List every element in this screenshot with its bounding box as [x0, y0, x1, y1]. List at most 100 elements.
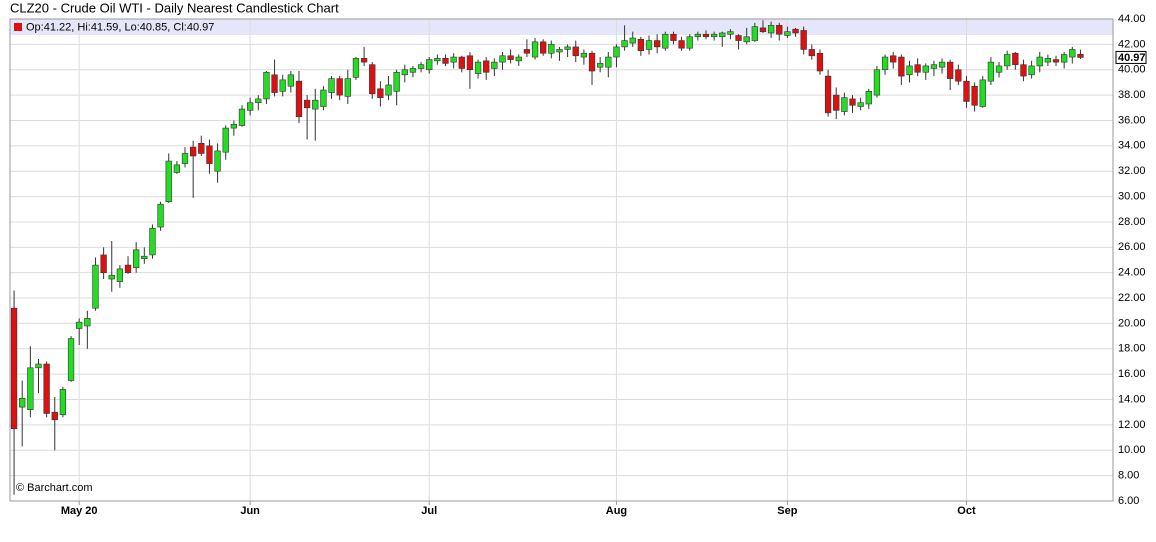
candle-body: [434, 58, 441, 62]
candle-body: [800, 30, 807, 50]
candle-body: [295, 80, 303, 117]
candle-body: [930, 64, 938, 69]
candle-body: [588, 52, 596, 72]
candle-body: [198, 143, 205, 154]
candle-body: [76, 321, 83, 329]
candle-body: [743, 36, 750, 43]
candle-body: [979, 79, 986, 107]
candle-body: [751, 26, 758, 41]
candle-body: [629, 37, 636, 44]
candle-body: [645, 40, 653, 50]
candle-body: [35, 363, 42, 369]
candle-body: [1069, 49, 1076, 58]
candle-body: [336, 78, 343, 96]
candle-body: [759, 27, 767, 32]
candle-body: [540, 41, 547, 54]
candle-body: [279, 79, 286, 92]
candle-body: [678, 40, 685, 49]
candle-body: [369, 64, 376, 95]
candle-body: [906, 65, 913, 76]
candle-body: [776, 25, 783, 35]
y-tick-label: 44.00: [1118, 13, 1146, 25]
candle-body: [1036, 56, 1043, 67]
y-tick-label: 8.00: [1118, 470, 1139, 482]
y-tick-label: 28.00: [1118, 216, 1146, 228]
y-tick-label: 22.00: [1118, 292, 1146, 304]
candle-body: [116, 268, 124, 282]
candle-body: [10, 307, 18, 430]
candle-body: [971, 85, 978, 106]
candle-body: [141, 255, 148, 260]
candle-body: [824, 75, 832, 114]
candle-body: [613, 46, 620, 58]
last-price-label: 40.97: [1118, 52, 1146, 64]
candle-body: [727, 31, 734, 35]
candle-body: [580, 52, 588, 58]
y-tick-label: 16.00: [1118, 368, 1146, 380]
candle-body: [360, 58, 368, 63]
candle-body: [401, 69, 408, 76]
candle-body: [133, 249, 140, 268]
chart-title: CLZ20 - Crude Oil WTI - Daily Nearest Ca…: [10, 0, 339, 15]
candle-body: [238, 108, 246, 126]
candle-body: [222, 127, 229, 153]
candle-body: [27, 367, 34, 410]
y-tick-label: 42.00: [1118, 38, 1146, 50]
x-tick-label: Jul: [421, 505, 437, 517]
candle-body: [857, 102, 864, 107]
y-tick-label: 12.00: [1118, 419, 1146, 431]
candle-body: [157, 203, 164, 228]
candle-body: [255, 98, 262, 104]
y-tick-label: 40.00: [1118, 64, 1146, 76]
candle-body: [312, 99, 319, 110]
candle-body: [523, 49, 531, 54]
candle-body: [466, 55, 474, 71]
candle-body: [556, 49, 563, 53]
y-tick-label: 30.00: [1118, 190, 1146, 202]
candle-body: [263, 71, 270, 100]
plot-frame: [9, 18, 1114, 502]
candle-body: [352, 58, 360, 78]
y-tick-label: 24.00: [1118, 267, 1146, 279]
candle-body: [686, 36, 693, 49]
candle-body: [190, 146, 197, 157]
candle-body: [922, 65, 929, 73]
candle-body: [417, 64, 425, 69]
y-tick-label: 34.00: [1118, 140, 1146, 152]
y-tick-label: 26.00: [1118, 241, 1146, 253]
y-tick-label: 6.00: [1118, 495, 1139, 507]
candle-body: [719, 32, 726, 38]
candle-body: [303, 99, 311, 109]
candle-body: [385, 84, 392, 96]
candle-body: [149, 227, 156, 256]
candle-body: [214, 150, 221, 172]
candle-body: [735, 35, 742, 41]
candle-body: [458, 56, 465, 69]
x-tick-label: Oct: [957, 505, 976, 517]
candle-body: [662, 33, 669, 49]
candle-body: [328, 78, 335, 93]
candle-body: [491, 61, 498, 69]
candle-body: [507, 55, 514, 60]
candle-body: [881, 56, 889, 71]
candle-body: [84, 318, 91, 327]
candle-body: [841, 97, 848, 112]
candle-body: [987, 61, 995, 82]
candle-body: [409, 68, 417, 73]
candle-body: [51, 411, 58, 421]
candle-body: [572, 46, 579, 57]
candle-body: [694, 33, 701, 38]
candle-body: [344, 78, 351, 97]
candle-body: [124, 264, 132, 273]
candle-body: [792, 28, 799, 34]
legend-band: [10, 19, 1113, 35]
candle-body: [947, 61, 954, 79]
candle-body: [784, 31, 791, 36]
x-tick-label: Aug: [606, 505, 627, 517]
candle-body: [426, 59, 433, 71]
candle-body: [710, 33, 718, 38]
candle-body: [963, 80, 970, 102]
candle-body: [808, 49, 815, 57]
